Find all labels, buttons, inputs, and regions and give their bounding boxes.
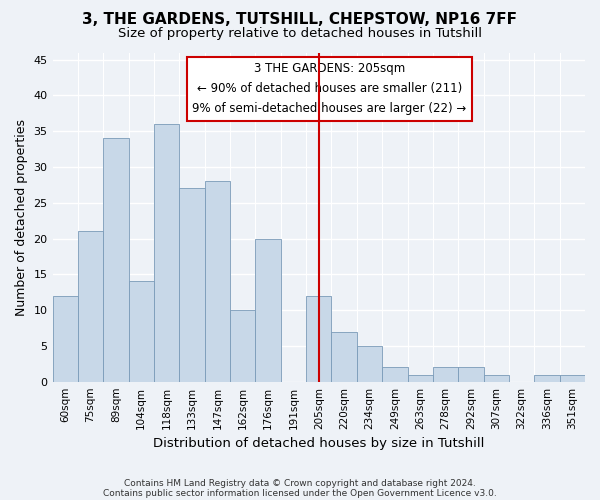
Bar <box>331 332 357 382</box>
Bar <box>484 374 509 382</box>
Bar <box>433 368 458 382</box>
Bar <box>78 232 103 382</box>
Bar <box>382 368 407 382</box>
Bar <box>103 138 128 382</box>
Bar <box>128 282 154 382</box>
Text: Contains public sector information licensed under the Open Government Licence v3: Contains public sector information licen… <box>103 488 497 498</box>
Text: 3, THE GARDENS, TUTSHILL, CHEPSTOW, NP16 7FF: 3, THE GARDENS, TUTSHILL, CHEPSTOW, NP16… <box>83 12 517 28</box>
Bar <box>205 182 230 382</box>
Text: 3 THE GARDENS: 205sqm
← 90% of detached houses are smaller (211)
9% of semi-deta: 3 THE GARDENS: 205sqm ← 90% of detached … <box>192 62 467 116</box>
Bar <box>230 310 256 382</box>
Bar <box>53 296 78 382</box>
Bar <box>357 346 382 382</box>
Text: Contains HM Land Registry data © Crown copyright and database right 2024.: Contains HM Land Registry data © Crown c… <box>124 478 476 488</box>
Bar <box>306 296 331 382</box>
Text: Size of property relative to detached houses in Tutshill: Size of property relative to detached ho… <box>118 28 482 40</box>
Bar <box>458 368 484 382</box>
Bar <box>560 374 585 382</box>
Bar <box>534 374 560 382</box>
Bar <box>154 124 179 382</box>
Y-axis label: Number of detached properties: Number of detached properties <box>15 118 28 316</box>
X-axis label: Distribution of detached houses by size in Tutshill: Distribution of detached houses by size … <box>153 437 484 450</box>
Bar <box>256 238 281 382</box>
Bar <box>179 188 205 382</box>
Bar <box>407 374 433 382</box>
